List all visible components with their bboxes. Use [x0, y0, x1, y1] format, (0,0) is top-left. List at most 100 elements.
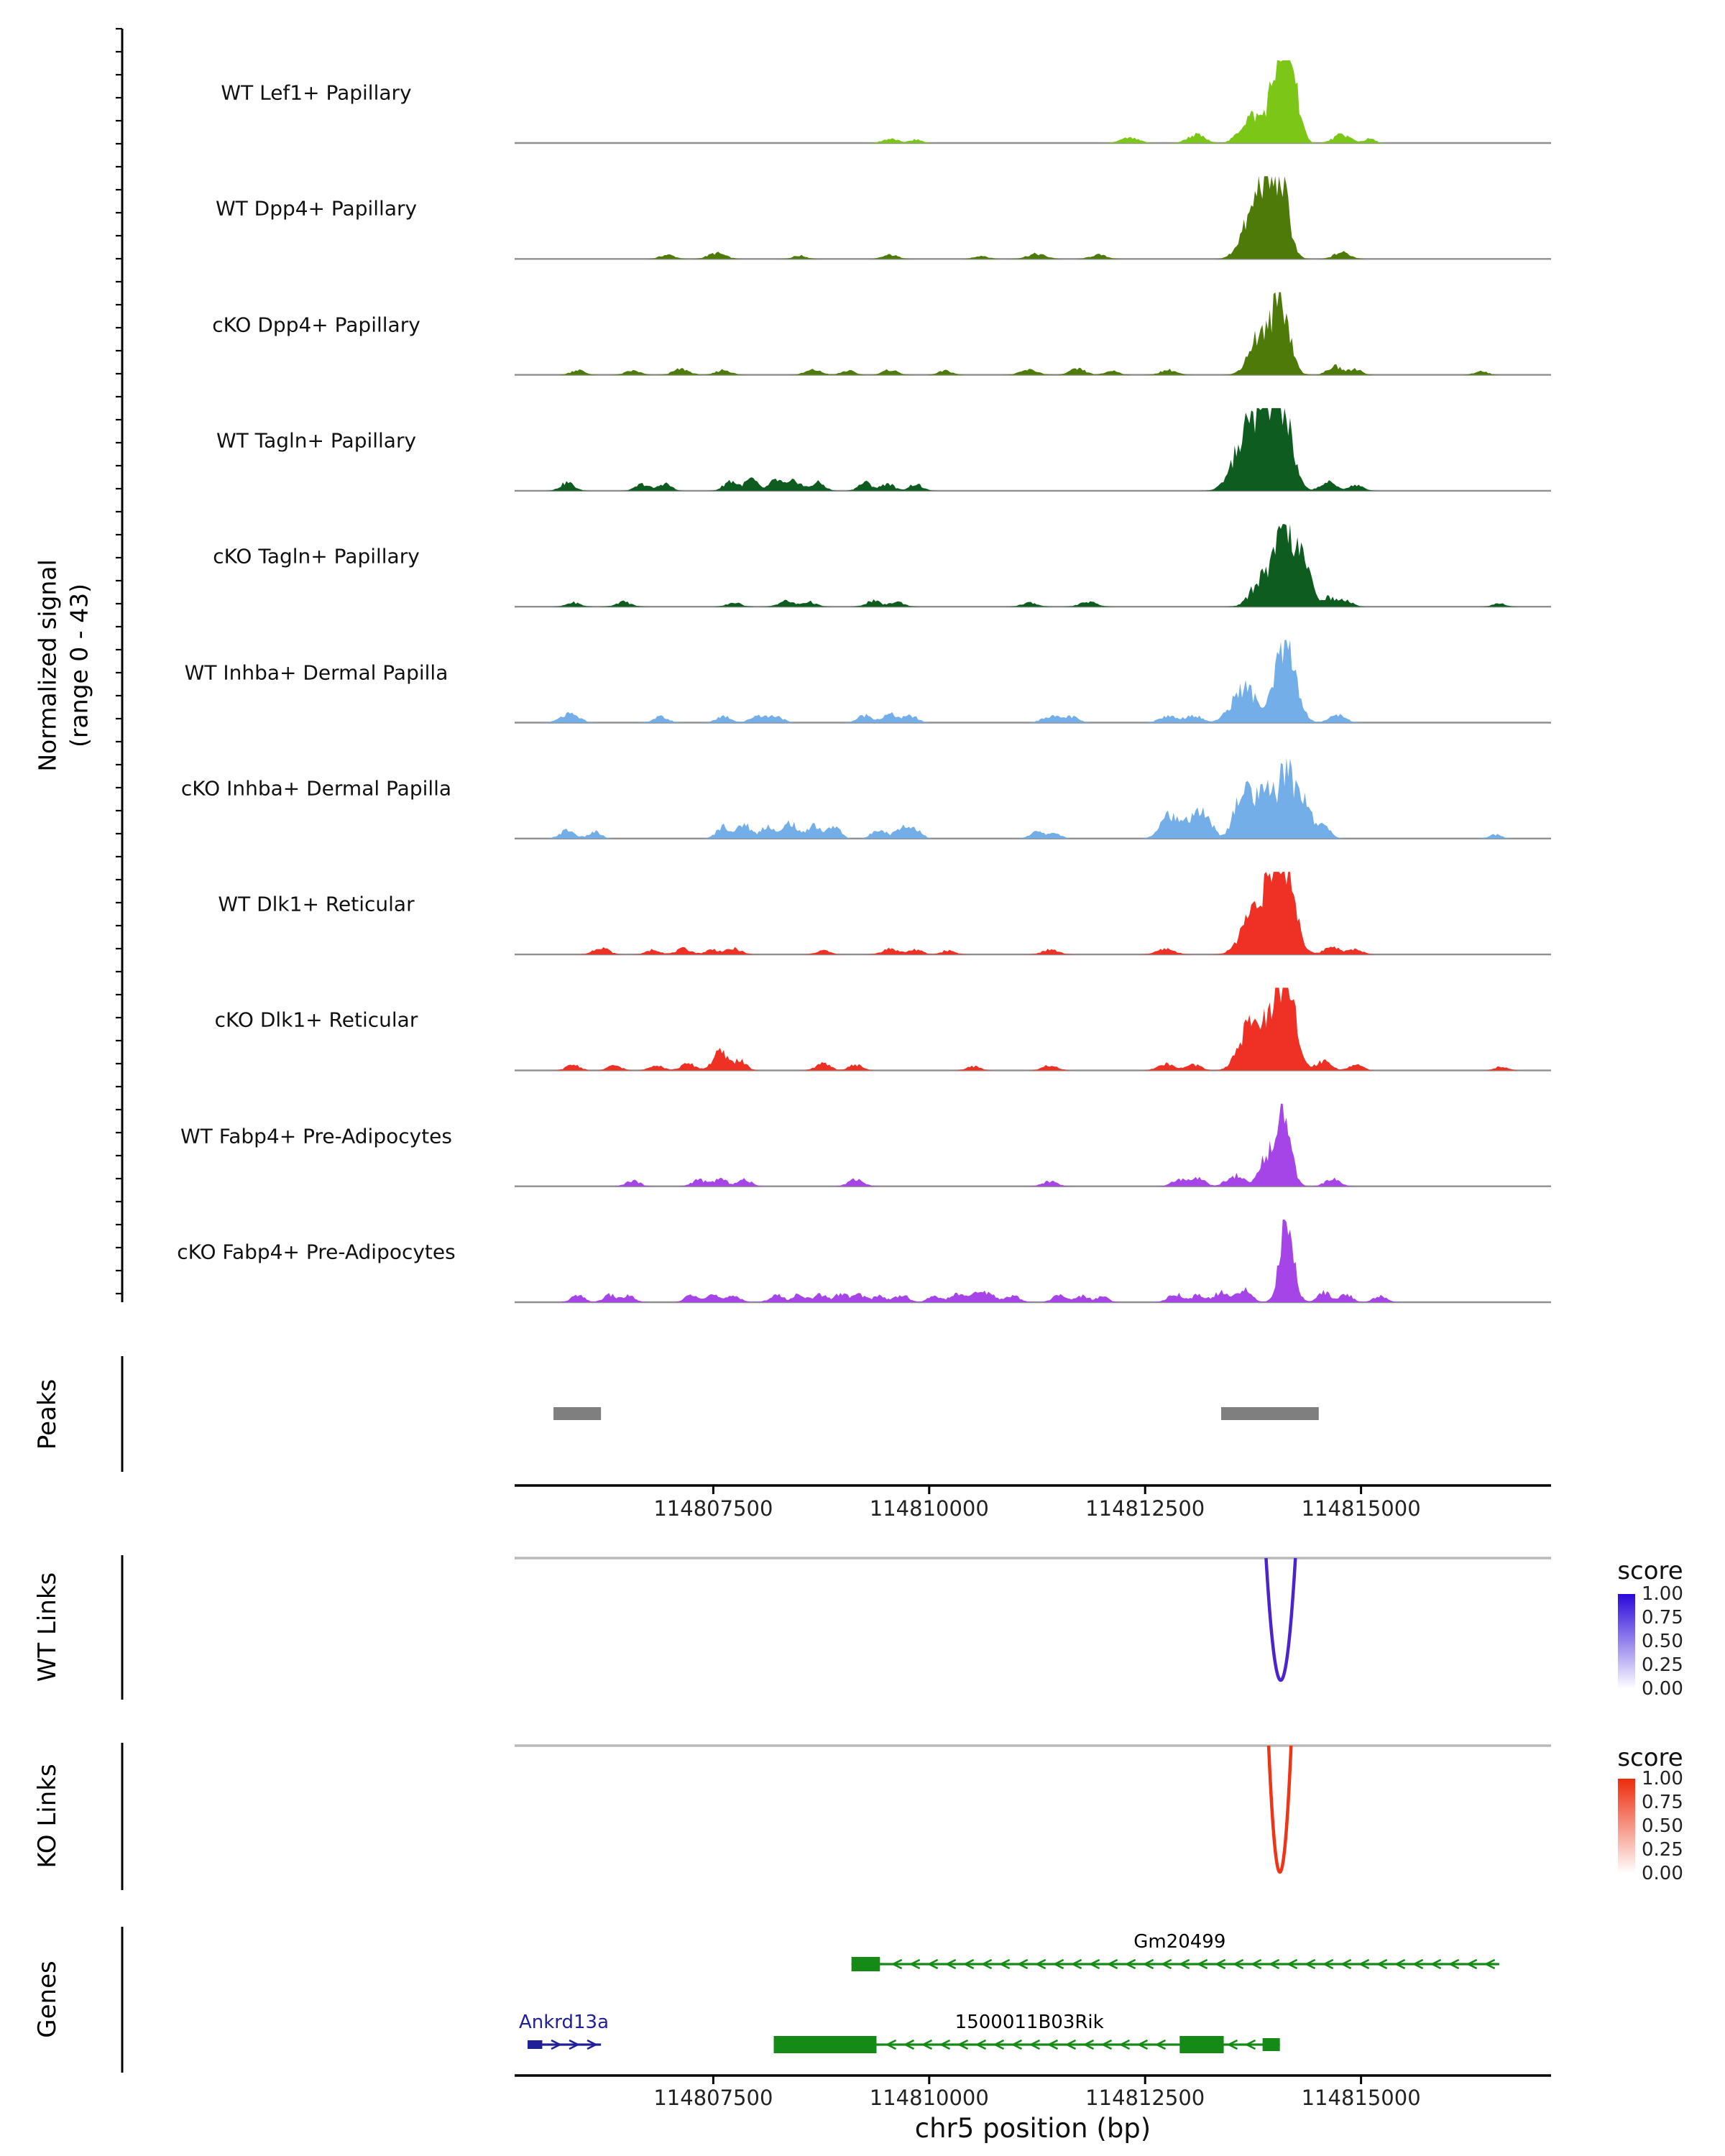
- coverage-area: [515, 407, 1551, 491]
- gene-strand-arrow-icon: [998, 1958, 1011, 1970]
- track-label: cKO Inhba+ Dermal Papilla: [180, 776, 452, 801]
- gene-strand-arrow-icon: [926, 1958, 939, 1970]
- gene-strand-arrow-icon: [1034, 1958, 1046, 1970]
- peaks-axis-tick-label: 114812500: [1085, 1496, 1205, 1521]
- wt-link-score-gradient-bar: [1618, 1594, 1635, 1689]
- gene-strand-arrow-icon: [908, 1958, 921, 1970]
- gene-strand-arrow-icon: [1466, 1958, 1478, 1970]
- peaks-axis-tick-label: 114815000: [1301, 1496, 1421, 1521]
- x-axis-tick-label: 114815000: [1301, 2086, 1421, 2110]
- ko-link-score-gradient-bar: [1618, 1779, 1635, 1874]
- track-label: WT Dlk1+ Reticular: [218, 892, 415, 916]
- ko-link-score-tick-label: 0.50: [1642, 1815, 1683, 1837]
- coverage-area: [515, 872, 1551, 955]
- gene-strand-arrow-icon: [1232, 1958, 1244, 1970]
- coverage-area: [515, 60, 1551, 143]
- gene-exon-box: [1179, 2036, 1224, 2053]
- gene-strand-arrow-icon: [993, 2039, 1005, 2050]
- ko-link-score-tick-label: 0.75: [1642, 1792, 1683, 1813]
- track-label: WT Inhba+ Dermal Papilla: [184, 660, 448, 684]
- gene-label: Ankrd13a: [518, 2012, 610, 2033]
- gene-strand-arrow-icon: [962, 1958, 975, 1970]
- ko-link-score-tick-label: 1.00: [1642, 1768, 1683, 1789]
- gene-strand-arrow-icon: [1160, 1958, 1172, 1970]
- ko-link-arc: [1266, 1745, 1293, 1874]
- gene-strand-arrow-icon: [921, 2039, 933, 2050]
- gene-strand-arrow-icon: [1142, 1958, 1154, 1970]
- track-label: cKO Dpp4+ Papillary: [212, 313, 420, 337]
- gene-strand-arrow-icon: [1244, 2039, 1256, 2050]
- wt-link-score-tick-label: 0.75: [1642, 1607, 1683, 1628]
- gene-strand-arrow-icon: [939, 2039, 951, 2050]
- peaks-axis-tick-label: 114810000: [869, 1496, 989, 1521]
- gene-strand-arrow-icon: [1394, 1958, 1406, 1970]
- gene-strand-arrow-icon: [1484, 1958, 1496, 1970]
- gene-label: 1500011B03Rik: [954, 2012, 1104, 2033]
- section-label-genes: Genes: [33, 1961, 62, 2038]
- coverage-area: [515, 524, 1551, 607]
- coverage-area: [515, 292, 1551, 375]
- gene-exon-box: [851, 1957, 880, 1971]
- gene-strand-arrow-icon: [1064, 2039, 1077, 2050]
- wt-link-score-tick-label: 0.50: [1642, 1631, 1683, 1652]
- wt-link-score-tick-label: 1.00: [1642, 1583, 1683, 1605]
- wt-score-legend-title: score: [1617, 1557, 1683, 1585]
- gene-strand-arrow-icon: [885, 2039, 897, 2050]
- x-axis-tick-label: 114810000: [869, 2086, 989, 2110]
- gene-strand-arrow-icon: [1029, 2039, 1041, 2050]
- gene-label: Gm20499: [1133, 1931, 1226, 1953]
- peak-box: [1220, 1407, 1319, 1420]
- track-label: WT Fabp4+ Pre-Adipocytes: [180, 1124, 452, 1148]
- y-axis-title: Normalized signal (range 0 - 43): [32, 559, 94, 771]
- gene-strand-arrow-icon: [1082, 2039, 1095, 2050]
- gene-strand-arrow-icon: [975, 2039, 987, 2050]
- wt-link-score-tick-label: 0.00: [1642, 1678, 1683, 1700]
- gene-strand-arrow-icon: [1052, 1958, 1064, 1970]
- gene-strand-arrow-icon: [586, 2039, 598, 2050]
- gene-strand-arrow-icon: [1178, 1958, 1190, 1970]
- gene-strand-arrow-icon: [1358, 1958, 1370, 1970]
- gene-strand-arrow-icon: [1304, 1958, 1316, 1970]
- gene-strand-arrow-icon: [1214, 1958, 1226, 1970]
- gene-strand-arrow-icon: [944, 1958, 957, 1970]
- coverage-area: [515, 640, 1551, 723]
- ko-link-score-tick-label: 0.25: [1642, 1839, 1683, 1861]
- x-axis-tick-label: 114812500: [1085, 2086, 1205, 2110]
- gene-strand-arrow-icon: [569, 2039, 580, 2050]
- gene-strand-arrow-icon: [1376, 1958, 1388, 1970]
- gene-strand-arrow-icon: [1016, 1958, 1029, 1970]
- coverage-area: [515, 987, 1551, 1071]
- gene-strand-arrow-icon: [980, 1958, 993, 1970]
- coverage-area: [515, 1103, 1551, 1187]
- gene-strand-arrow-icon: [1070, 1958, 1082, 1970]
- section-label-wt-links: WT Links: [33, 1572, 62, 1682]
- section-label-peaks: Peaks: [33, 1378, 62, 1450]
- gene-strand-arrow-icon: [1106, 1958, 1118, 1970]
- gene-strand-arrow-icon: [1268, 1958, 1280, 1970]
- gene-strand-arrow-icon: [1250, 1958, 1262, 1970]
- gene-strand-arrow-icon: [1154, 2039, 1167, 2050]
- gene-strand-arrow-icon: [1136, 2039, 1149, 2050]
- gene-strand-arrow-icon: [1118, 2039, 1131, 2050]
- gene-strand-arrow-icon: [1124, 1958, 1136, 1970]
- gene-strand-arrow-icon: [1100, 2039, 1113, 2050]
- x-axis-title: chr5 position (bp): [914, 2113, 1151, 2144]
- peaks-axis-tick-label: 114807500: [653, 1496, 773, 1521]
- coverage-area: [515, 176, 1551, 259]
- track-label: cKO Tagln+ Papillary: [213, 544, 420, 568]
- gene-strand-arrow-icon: [891, 1958, 903, 1970]
- gene-strand-arrow-icon: [903, 2039, 915, 2050]
- gene-strand-arrow-icon: [1011, 2039, 1023, 2050]
- gene-strand-arrow-icon: [1286, 1958, 1298, 1970]
- coverage-area: [515, 1220, 1551, 1302]
- section-label-ko-links: KO Links: [33, 1764, 62, 1869]
- gene-exon-box: [773, 2036, 877, 2053]
- gene-strand-arrow-icon: [551, 2039, 562, 2050]
- gene-strand-arrow-icon: [1226, 2039, 1238, 2050]
- gene-exon-box: [1262, 2038, 1280, 2051]
- track-label: cKO Fabp4+ Pre-Adipocytes: [177, 1240, 456, 1264]
- coverage-area: [515, 757, 1551, 839]
- gene-strand-arrow-icon: [1340, 1958, 1352, 1970]
